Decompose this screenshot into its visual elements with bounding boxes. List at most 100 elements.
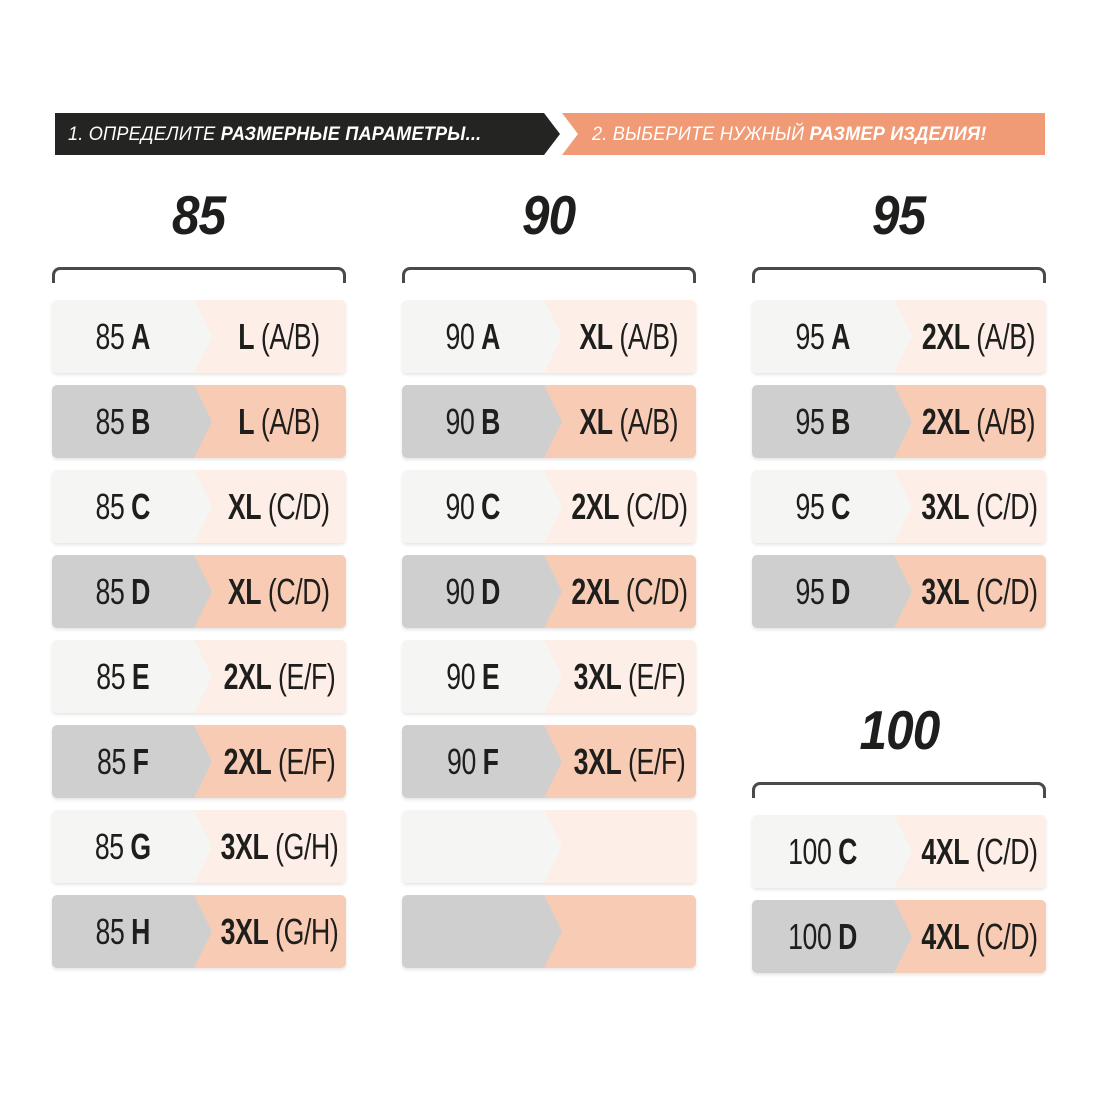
band-label: 85 [95,315,125,357]
cup-label: F [132,740,149,782]
cup-label: D [131,570,151,612]
measurement-cell: 85 C [52,470,212,543]
size-row: L (A/B) 85 A [52,300,346,373]
size-row: 3XL (C/D) 95 D [752,555,1046,628]
size-row: 2XL (A/B) 95 A [752,300,1046,373]
product-size-cell: 2XL (E/F) [194,640,346,713]
cup-range-label: (A/B) [619,315,679,357]
size-row: 3XL (G/H) 85 H [52,895,346,968]
cup-label: D [831,570,851,612]
size-row: L (A/B) 85 B [52,385,346,458]
cup-label: F [482,740,499,782]
product-size-label: 4XL [920,830,969,872]
cup-range-label: (G/H) [274,910,339,952]
size-group-85: 85 L (A/B) 85 A L (A/B) 85 B XL (C/D) 85 C XL(… [52,185,346,980]
product-size-label: 2XL [570,485,619,527]
product-size-cell: 3XL (G/H) [194,895,346,968]
cup-label: C [481,485,501,527]
product-size-cell: XL (C/D) [194,555,346,628]
band-label: 95 [795,400,825,442]
size-row: 4XL (C/D) 100 C [752,815,1046,888]
steps-banner: 1. ОПРЕДЕЛИТЕ РАЗМЕРНЫЕ ПАРАМЕТРЫ... 2. … [55,113,1045,155]
measurement-cell: 95 D [752,555,912,628]
measurement-cell: 95 B [752,385,912,458]
product-size-label: 4XL [920,915,969,957]
product-size-cell: 2XL (E/F) [194,725,346,798]
product-size-label: 3XL [220,825,268,867]
product-size-label: 2XL [922,400,971,442]
product-size-label: 3XL [573,740,621,782]
cup-label: B [831,400,851,442]
cup-label: B [481,400,501,442]
measurement-cell: 90 D [402,555,562,628]
bracket-line [52,267,346,283]
measurement-cell: 85 F [52,725,212,798]
size-group-90: 90 XL (A/B) 90 A XL (A/B) 90 B 2XL (C/D) 90 C … [402,185,696,980]
cup-label: E [132,655,150,697]
measurement-cell: 85 H [52,895,212,968]
cup-label: B [131,400,151,442]
product-size-label: 2XL [223,740,271,782]
measurement-cell [402,895,562,968]
product-size-cell: 3XL (E/F) [544,640,696,713]
cup-range-label: (E/F) [627,655,686,697]
size-row: 2XL (C/D) 90 C [402,470,696,543]
cup-range-label: (A/B) [976,315,1036,357]
cup-label: C [131,485,151,527]
band-label: 100 [788,915,833,957]
bracket-line [402,267,696,283]
column-header: 95 [872,184,926,246]
column-header: 100 [859,699,940,761]
product-size-cell: XL (C/D) [194,470,346,543]
product-size-label: XL [228,570,262,612]
cup-range-label: (C/D) [625,570,688,612]
size-group-100: 100 4XL (C/D) 100 C 4XL (C/D) 100 D [752,700,1046,985]
cup-range-label: (A/B) [260,315,320,357]
product-size-cell: 3XL (C/D) [894,555,1046,628]
step1-label: 1. ОПРЕДЕЛИТЕ РАЗМЕРНЫЕ ПАРАМЕТРЫ... [68,122,482,145]
measurement-cell: 90 C [402,470,562,543]
product-size-cell: 3XL (C/D) [894,470,1046,543]
measurement-cell: 85 D [52,555,212,628]
measurement-cell: 85 G [52,810,212,883]
cup-label: D [838,915,858,957]
cup-label: H [131,910,151,952]
size-row: 2XL (A/B) 95 B [752,385,1046,458]
cup-range-label: (A/B) [260,400,320,442]
size-row: 2XL (C/D) 90 D [402,555,696,628]
product-size-cell: 2XL (C/D) [544,555,696,628]
product-size-cell: 3XL (G/H) [194,810,346,883]
cup-range-label: (A/B) [976,400,1036,442]
measurement-cell: 85 A [52,300,212,373]
band-label: 85 [95,485,125,527]
product-size-cell: XL (A/B) [544,385,696,458]
product-size-label: 3XL [220,910,268,952]
step1-banner: 1. ОПРЕДЕЛИТЕ РАЗМЕРНЫЕ ПАРАМЕТРЫ... [55,113,560,155]
size-group-95: 95 2XL (A/B) 95 A 2XL (A/B) 95 B 3XL (C/D) 95… [752,185,1046,640]
product-size-label: 2XL [570,570,619,612]
product-size-label: 2XL [922,315,971,357]
measurement-cell [402,810,562,883]
cup-label: E [482,655,500,697]
measurement-cell: 95 C [752,470,912,543]
rows-group: L (A/B) 85 A L (A/B) 85 B XL (C/D) 85 C XL (C/D… [52,300,346,968]
measurement-cell: 100 D [752,900,912,973]
product-size-cell: 2XL (A/B) [894,300,1046,373]
cup-range-label: (A/B) [619,400,679,442]
size-row: 2XL (E/F) 85 F [52,725,346,798]
cup-range-label: (C/D) [975,830,1038,872]
product-size-label: L [238,315,255,357]
size-row: XL (C/D) 85 C [52,470,346,543]
band-label: 90 [445,485,475,527]
band-label: 85 [95,570,125,612]
measurement-cell: 85 E [52,640,212,713]
product-size-cell: L (A/B) [194,300,346,373]
size-row [402,895,696,968]
cup-range-label: (G/H) [274,825,339,867]
product-size-label: L [238,400,255,442]
cup-label: A [131,315,151,357]
size-row: XL (A/B) 90 B [402,385,696,458]
step2-banner: 2. ВЫБЕРИТЕ НУЖНЫЙ РАЗМЕР ИЗДЕЛИЯ! [562,113,1045,155]
cup-range-label: (C/D) [268,570,330,612]
band-label: 95 [795,570,825,612]
